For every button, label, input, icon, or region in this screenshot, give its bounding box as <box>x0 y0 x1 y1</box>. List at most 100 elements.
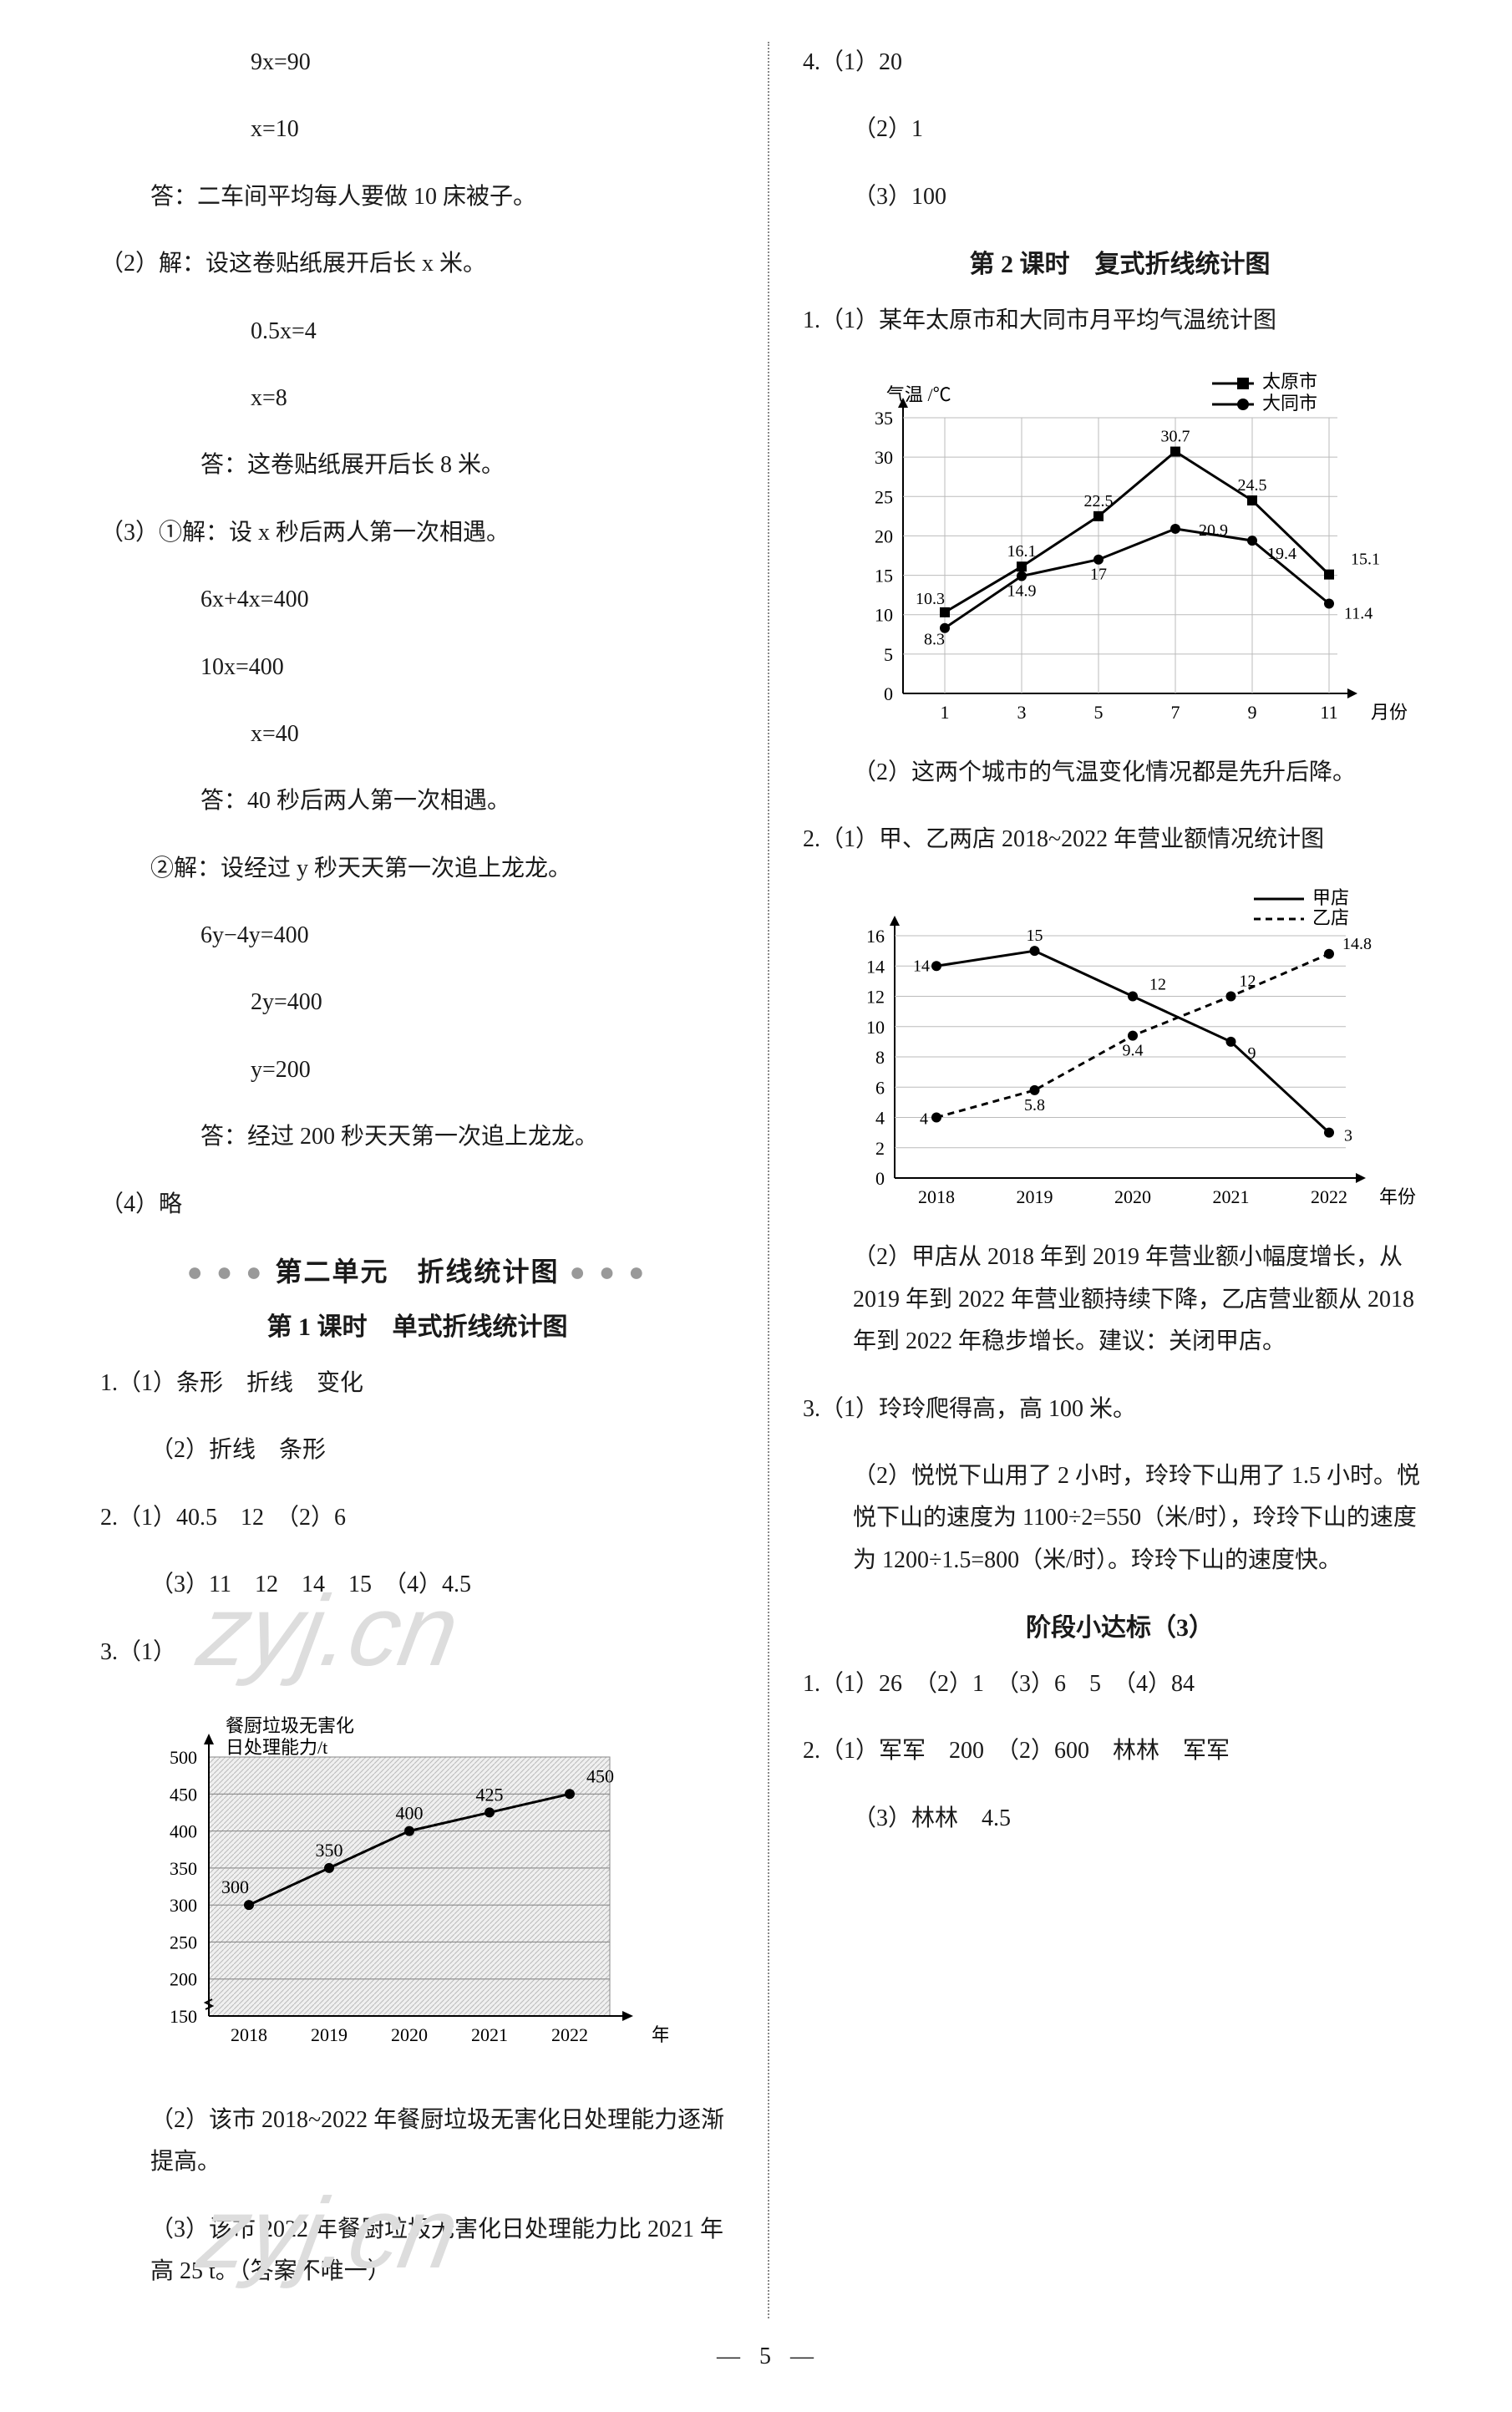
svg-text:月份: 月份 <box>1371 702 1408 723</box>
problem-omitted: （4）略 <box>100 1184 734 1226</box>
equation: 6x+4x=400 <box>100 579 734 621</box>
svg-text:0: 0 <box>875 1168 885 1189</box>
svg-text:年份: 年份 <box>652 2024 668 2045</box>
svg-text:12: 12 <box>866 987 885 1008</box>
svg-text:2020: 2020 <box>1114 1186 1151 1207</box>
answer-line: 2.（1）军军 200 （2）600 林林 军军 <box>803 1730 1437 1772</box>
stage-title: 阶段小达标（3） <box>803 1607 1437 1643</box>
answer-paragraph: （2）甲店从 2018 年到 2019 年营业额小幅度增长，从 2019 年到 … <box>803 1236 1437 1363</box>
right-column: 4.（1）20 （2）1 （3）100 第 2 课时 复式折线统计图 1.（1）… <box>803 42 1437 2318</box>
svg-text:5.8: 5.8 <box>1024 1096 1045 1115</box>
svg-text:10: 10 <box>875 604 893 625</box>
equation: 6y−4y=400 <box>100 915 734 957</box>
svg-text:气温 /℃: 气温 /℃ <box>886 384 951 405</box>
svg-text:425: 425 <box>476 1784 504 1805</box>
svg-text:0: 0 <box>884 683 893 704</box>
answer-line: （2）折线 条形 <box>100 1429 734 1471</box>
answer-paragraph: （3）该市 2022 年餐厨垃圾无害化日处理能力比 2021 年高 25 t。（… <box>100 2209 734 2293</box>
svg-text:30: 30 <box>875 447 893 468</box>
answer-text: 答：40 秒后两人第一次相遇。 <box>100 780 734 822</box>
svg-text:450: 450 <box>586 1765 614 1786</box>
svg-text:太原市: 太原市 <box>1262 371 1317 392</box>
equation: 9x=90 <box>100 42 734 84</box>
answer-line: 1.（1）条形 折线 变化 <box>100 1363 734 1404</box>
svg-text:7: 7 <box>1171 702 1180 723</box>
page-number: — 5 — <box>100 2343 1437 2370</box>
svg-text:餐厨垃圾无害化: 餐厨垃圾无害化 <box>226 1715 354 1736</box>
answer-paragraph: 3.（1）玲玲爬得高，高 100 米。 <box>803 1389 1437 1430</box>
svg-text:12: 12 <box>1240 972 1256 991</box>
svg-text:2018: 2018 <box>918 1186 955 1207</box>
chart-shop-revenue: 甲店乙店024681012141620182019202020212022年份1… <box>836 886 1437 1220</box>
svg-text:200: 200 <box>170 1969 197 1990</box>
equation: x=10 <box>100 109 734 150</box>
answer-line: （3）林林 4.5 <box>803 1798 1437 1840</box>
svg-text:2019: 2019 <box>1017 1186 1053 1207</box>
chart-kitchen-waste: 餐厨垃圾无害化日处理能力/t15020025030035040045050020… <box>134 1699 734 2083</box>
answer-line: 1.（1）26 （2）1 （3）6 5 （4）84 <box>803 1663 1437 1705</box>
answer-line: （3）100 <box>803 176 1437 218</box>
answer-line: （3）11 12 14 15 （4）4.5 <box>100 1564 734 1606</box>
equation: 2y=400 <box>100 982 734 1023</box>
unit-title: 第二单元 折线统计图 <box>100 1251 734 1289</box>
equation: x=8 <box>100 378 734 419</box>
answer-line: 2.（1）40.5 12 （2）6 <box>100 1497 734 1539</box>
svg-text:4: 4 <box>875 1108 885 1129</box>
svg-text:9: 9 <box>1248 702 1257 723</box>
svg-text:11.4: 11.4 <box>1344 604 1372 622</box>
svg-text:350: 350 <box>170 1858 197 1879</box>
answer-line: 3.（1） <box>100 1632 734 1673</box>
equation: y=200 <box>100 1049 734 1091</box>
svg-text:11: 11 <box>1320 702 1337 723</box>
equation: 0.5x=4 <box>100 311 734 353</box>
chart-title-line: 1.（1）某年太原市和大同市月平均气温统计图 <box>803 300 1437 342</box>
svg-text:2022: 2022 <box>551 2024 588 2045</box>
svg-text:2020: 2020 <box>391 2024 428 2045</box>
svg-text:14: 14 <box>913 957 930 976</box>
svg-text:300: 300 <box>170 1895 197 1916</box>
svg-text:15.1: 15.1 <box>1351 550 1380 568</box>
svg-text:14.9: 14.9 <box>1007 581 1037 600</box>
svg-text:2: 2 <box>875 1138 885 1159</box>
answer-text: 答：经过 200 秒天天第一次追上龙龙。 <box>100 1116 734 1158</box>
svg-text:2018: 2018 <box>231 2024 267 2045</box>
page-number-value: 5 <box>759 2343 778 2369</box>
answer-paragraph: （2）这两个城市的气温变化情况都是先升后降。 <box>803 752 1437 794</box>
svg-text:9.4: 9.4 <box>1123 1042 1144 1060</box>
lesson-title: 第 1 课时 单式折线统计图 <box>100 1306 734 1343</box>
svg-text:450: 450 <box>170 1784 197 1805</box>
svg-text:250: 250 <box>170 1932 197 1952</box>
svg-text:5: 5 <box>1094 702 1104 723</box>
svg-text:22.5: 22.5 <box>1084 491 1114 510</box>
svg-text:17: 17 <box>1090 565 1107 583</box>
svg-text:3: 3 <box>1017 702 1027 723</box>
lesson-title: 第 2 课时 复式折线统计图 <box>803 243 1437 280</box>
svg-text:25: 25 <box>875 486 893 507</box>
svg-text:30.7: 30.7 <box>1161 427 1190 445</box>
svg-text:12: 12 <box>1149 976 1166 994</box>
answer-line: 4.（1）20 <box>803 42 1437 84</box>
svg-text:3: 3 <box>1344 1127 1352 1145</box>
svg-text:15: 15 <box>1027 927 1043 945</box>
svg-text:4: 4 <box>920 1110 928 1129</box>
svg-text:1: 1 <box>941 702 950 723</box>
svg-text:400: 400 <box>170 1821 197 1842</box>
svg-text:10.3: 10.3 <box>916 589 945 607</box>
svg-text:9: 9 <box>1248 1044 1256 1063</box>
chart-temperature: 气温 /℃太原市大同市051015202530351357911月份10.316… <box>836 368 1437 735</box>
column-divider <box>768 42 769 2318</box>
svg-text:6: 6 <box>875 1078 885 1099</box>
chart-svg: 甲店乙店024681012141620182019202020212022年份1… <box>836 886 1421 1220</box>
svg-text:300: 300 <box>221 1876 249 1897</box>
svg-text:15: 15 <box>875 565 893 586</box>
chart-svg: 餐厨垃圾无害化日处理能力/t15020025030035040045050020… <box>134 1699 668 2083</box>
svg-text:大同市: 大同市 <box>1262 393 1317 414</box>
svg-text:2021: 2021 <box>471 2024 508 2045</box>
answer-text: 答：二车间平均每人要做 10 床被子。 <box>100 176 734 218</box>
left-column: 9x=90 x=10 答：二车间平均每人要做 10 床被子。 （2）解：设这卷贴… <box>100 42 734 2318</box>
problem-setup: ②解：设经过 y 秒天天第一次追上龙龙。 <box>100 848 734 890</box>
svg-text:乙店: 乙店 <box>1312 907 1349 928</box>
svg-text:20.9: 20.9 <box>1199 521 1228 540</box>
svg-text:14: 14 <box>866 957 885 977</box>
equation: 10x=400 <box>100 647 734 688</box>
